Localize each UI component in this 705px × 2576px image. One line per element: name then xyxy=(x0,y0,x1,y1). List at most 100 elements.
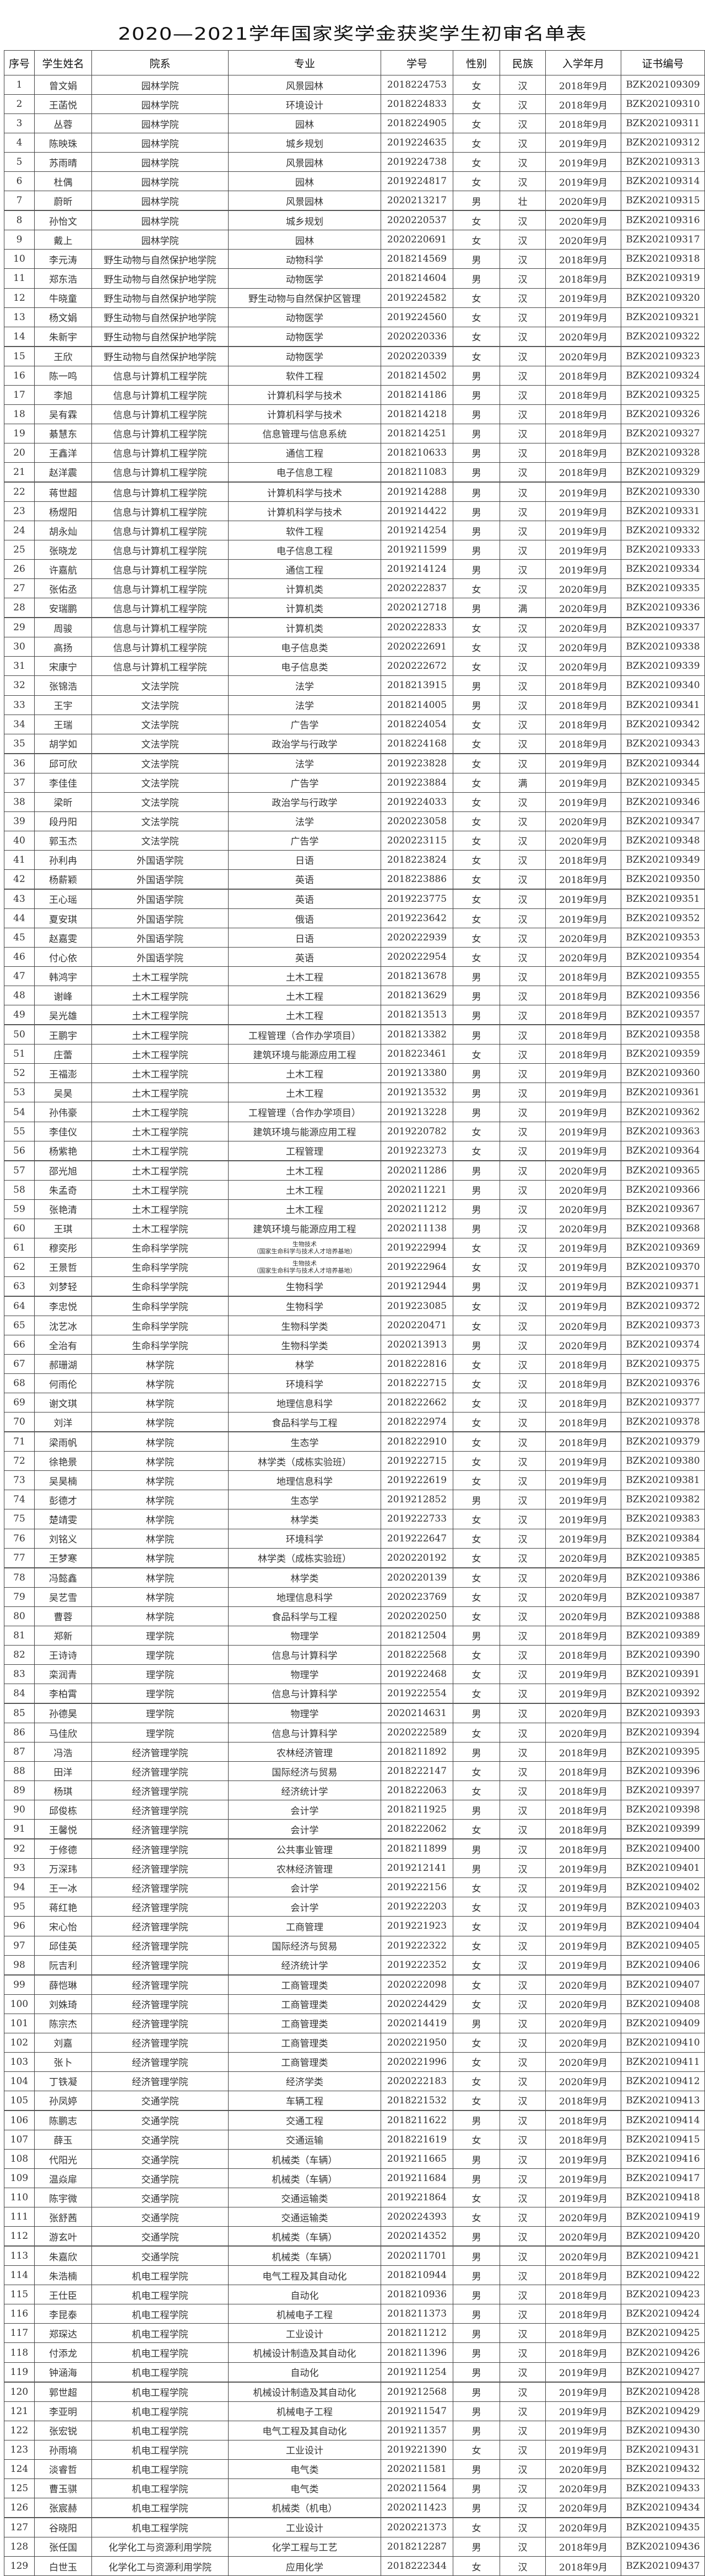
cell-enrollment: 2020年9月 xyxy=(545,637,621,657)
cell-student-id: 2019222715 xyxy=(381,1451,453,1471)
table-row: 125 曹玉骐 机电工程学院 电气类 2020211564 男汉 2020年9月 BZK202… xyxy=(4,2478,705,2498)
cell-certificate: BZK202109359 xyxy=(621,1044,705,1064)
cell-department: 外国语学院 xyxy=(91,908,229,929)
cell-name: 张舒茜 xyxy=(34,2207,92,2227)
cell-enrollment: 2018年9月 xyxy=(545,986,621,1006)
cell-seq: 126 xyxy=(4,2497,35,2518)
cell-department: 机电工程学院 xyxy=(91,2517,229,2537)
cell-seq: 88 xyxy=(4,1761,35,1782)
cell-student-id: 2018210944 xyxy=(381,2265,453,2286)
cell-department: 经济管理学院 xyxy=(91,1877,229,1898)
cell-name: 温焱扉 xyxy=(34,2168,92,2189)
cell-name: 阮吉利 xyxy=(34,1955,92,1976)
cell-gender: 女 xyxy=(453,2188,500,2208)
cell-student-id: 2019222733 xyxy=(381,1509,453,1529)
table-row: 64 李忠悦 生命科学学院 生物科学 2019223085 女汉 2019年9月 BZK202… xyxy=(4,1296,705,1316)
cell-enrollment: 2018年9月 xyxy=(545,74,621,95)
cell-ethnicity: 汉 xyxy=(500,1703,546,1723)
cell-department: 土木工程学院 xyxy=(91,1160,229,1181)
cell-seq: 33 xyxy=(4,695,35,715)
cell-name: 陈一鸣 xyxy=(34,365,92,386)
cell-seq: 108 xyxy=(4,2149,35,2169)
cell-enrollment: 2018年9月 xyxy=(545,1800,621,1820)
cell-name: 朱孟奇 xyxy=(34,1179,92,1200)
cell-department: 机电工程学院 xyxy=(91,2420,229,2440)
cell-enrollment: 2020年9月 xyxy=(545,811,621,831)
cell-seq: 109 xyxy=(4,2168,35,2189)
cell-enrollment: 2018年9月 xyxy=(545,2265,621,2286)
cell-certificate: BZK202109336 xyxy=(621,598,705,619)
cell-certificate: BZK202109391 xyxy=(621,1664,705,1684)
table-row: 123 孙雨墒 机电工程学院 工业设计 2019221390 女汉 2019年9月 BZK20… xyxy=(4,2439,705,2460)
cell-major: 工程管理（合作办学项目） xyxy=(228,1024,381,1045)
cell-gender: 男 xyxy=(453,2285,500,2305)
cell-name: 刘梦轻 xyxy=(34,1276,92,1297)
cell-enrollment: 2018年9月 xyxy=(545,1761,621,1782)
cell-department: 外国语学院 xyxy=(91,849,229,870)
cell-major: 机械类（车辆） xyxy=(228,2149,381,2169)
cell-ethnicity: 汉 xyxy=(500,346,546,366)
cell-enrollment: 2019年9月 xyxy=(545,2401,621,2421)
cell-certificate: BZK202109361 xyxy=(621,1083,705,1103)
cell-seq: 127 xyxy=(4,2517,35,2537)
cell-ethnicity: 汉 xyxy=(500,675,546,696)
cell-department: 林学院 xyxy=(91,1431,229,1452)
cell-gender: 男 xyxy=(453,501,500,522)
cell-name: 张任国 xyxy=(34,2536,92,2557)
cell-ethnicity: 汉 xyxy=(500,1005,546,1026)
cell-ethnicity: 汉 xyxy=(500,210,546,231)
cell-enrollment: 2020年9月 xyxy=(545,210,621,231)
cell-major: 林学 xyxy=(228,1354,381,1374)
cell-major: 会计学 xyxy=(228,1819,381,1840)
cell-name: 王景哲 xyxy=(34,1257,92,1277)
cell-seq: 16 xyxy=(4,365,35,386)
cell-seq: 46 xyxy=(4,947,35,967)
cell-enrollment: 2018年9月 xyxy=(545,2285,621,2305)
cell-department: 林学院 xyxy=(91,1373,229,1394)
cell-department: 经济管理学院 xyxy=(91,1974,229,1995)
cell-seq: 20 xyxy=(4,442,35,463)
cell-enrollment: 2019年9月 xyxy=(545,792,621,812)
cell-gender: 女 xyxy=(453,947,500,967)
cell-gender: 男 xyxy=(453,1858,500,1879)
cell-gender: 男 xyxy=(453,1199,500,1219)
cell-student-id: 2020220339 xyxy=(381,346,453,366)
cell-seq: 17 xyxy=(4,385,35,405)
cell-student-id: 2019224817 xyxy=(381,171,453,192)
cell-ethnicity: 汉 xyxy=(500,966,546,987)
cell-student-id: 2019213532 xyxy=(381,1083,453,1103)
cell-enrollment: 2019年9月 xyxy=(545,1121,621,1141)
cell-gender: 女 xyxy=(453,889,500,910)
cell-enrollment: 2020年9月 xyxy=(545,1547,621,1568)
col-header-department: 院系 xyxy=(91,50,229,75)
cell-gender: 女 xyxy=(453,1664,500,1684)
cell-gender: 女 xyxy=(453,1470,500,1491)
cell-major: 工商管理类 xyxy=(228,1994,381,2014)
col-header-gender: 性别 xyxy=(453,50,500,75)
cell-ethnicity: 汉 xyxy=(500,908,546,929)
cell-seq: 30 xyxy=(4,637,35,657)
table-row: 69 谢文琪 林学院 地理信息科学 2018222662 女汉 2018年9月 BZK2021… xyxy=(4,1393,705,1413)
cell-name: 曹玉骐 xyxy=(34,2478,92,2498)
cell-major: 城乡规划 xyxy=(228,133,381,153)
table-row: 115 王仕臣 机电工程学院 自动化 2018210936 男汉 2018年9月 BZK202… xyxy=(4,2285,705,2305)
cell-seq: 4 xyxy=(4,133,35,153)
cell-ethnicity: 汉 xyxy=(500,714,546,734)
cell-ethnicity: 汉 xyxy=(500,1955,546,1976)
cell-enrollment: 2020年9月 xyxy=(545,2459,621,2479)
cell-certificate: BZK202109319 xyxy=(621,268,705,289)
cell-gender: 女 xyxy=(453,1451,500,1471)
cell-certificate: BZK202109437 xyxy=(621,2556,705,2576)
cell-certificate: BZK202109327 xyxy=(621,423,705,443)
cell-name: 张卜 xyxy=(34,2052,92,2072)
cell-certificate: BZK202109403 xyxy=(621,1897,705,1917)
cell-seq: 52 xyxy=(4,1063,35,1084)
cell-enrollment: 2019年9月 xyxy=(545,1955,621,1976)
cell-name: 彭德才 xyxy=(34,1490,92,1510)
cell-name: 曾文娟 xyxy=(34,74,92,95)
cell-department: 机电工程学院 xyxy=(91,2304,229,2324)
cell-ethnicity: 汉 xyxy=(500,695,546,715)
cell-gender: 女 xyxy=(453,94,500,115)
cell-student-id: 2018211212 xyxy=(381,2323,453,2344)
cell-major: 建筑环境与能源应用工程 xyxy=(228,1121,381,1141)
